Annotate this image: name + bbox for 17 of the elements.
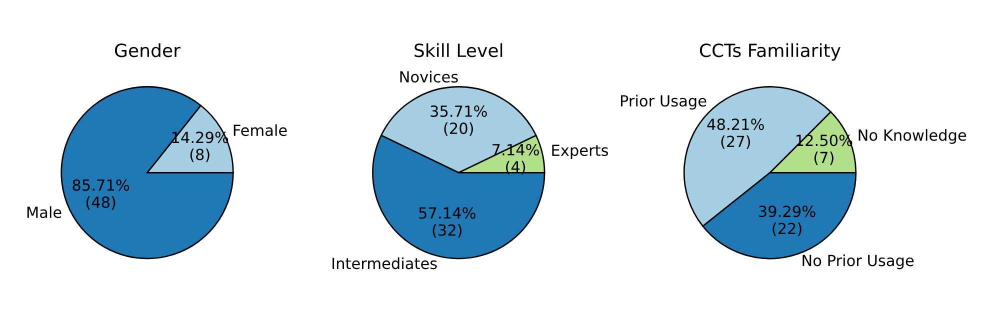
slice-label: Prior Usage [620,94,706,110]
chart-title: Gender [114,43,181,58]
slice-label: No Prior Usage [802,254,914,270]
chart-title: CCTs Familiarity [700,43,841,61]
data-label: 85.71% (48) [72,179,130,210]
data-label: 39.29% (22) [759,206,816,236]
slice-label: Novices [400,70,458,83]
slice-label: Experts [552,144,608,160]
chart-title: Skill Level [414,43,502,58]
slice-label: Intermediates [332,257,437,270]
slice-label: Female [234,124,287,136]
data-label: 57.14% (32) [419,207,476,238]
pie-slice [60,86,234,260]
data-label: 48.21% (27) [707,118,764,149]
data-label: 35.71% (20) [430,105,487,136]
slice-label: Male [27,206,62,218]
slice-label: No Knowledge [858,129,966,144]
